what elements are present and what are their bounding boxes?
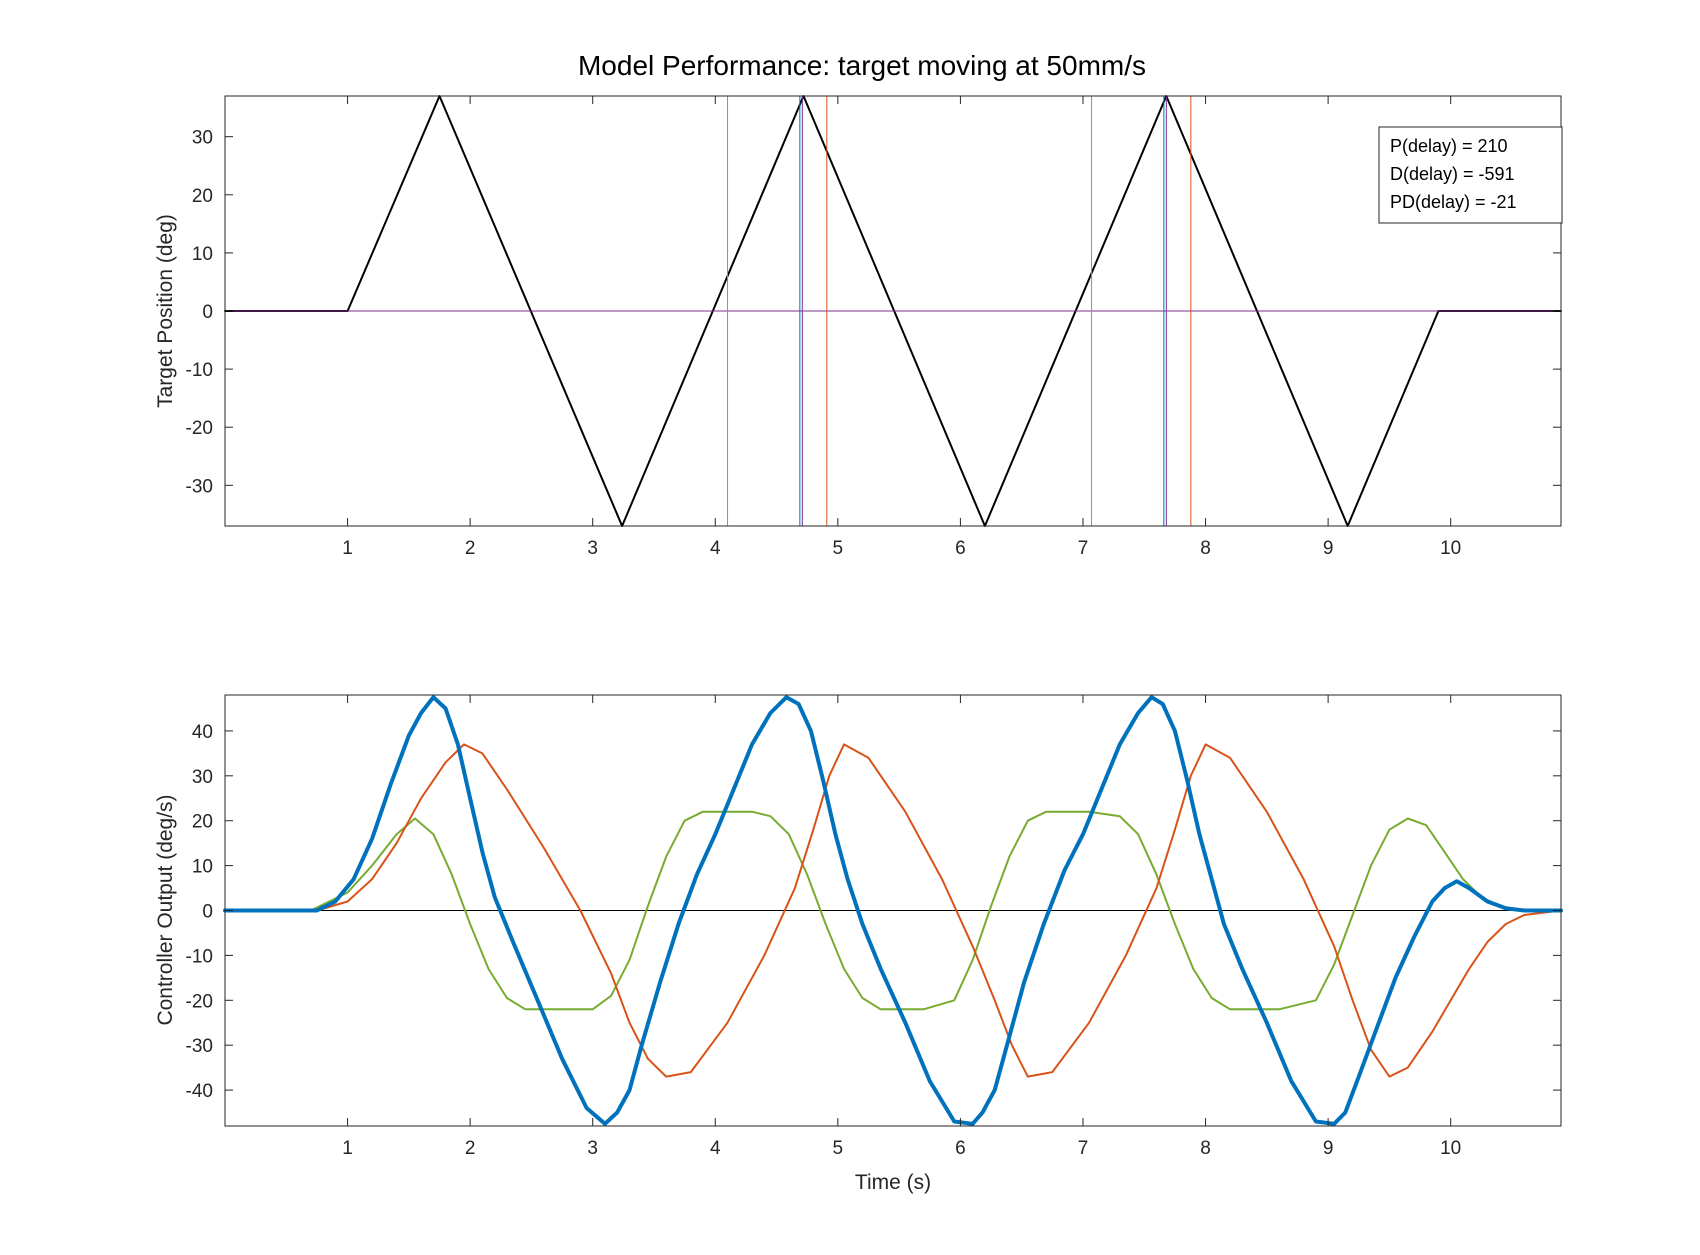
vline-layer-top: [727, 96, 1192, 526]
y-tick-label: 0: [202, 902, 213, 923]
y-tick-label: -10: [186, 360, 213, 381]
x-tick-label: 5: [833, 1138, 844, 1159]
y-tick-label: -30: [186, 1036, 213, 1057]
y-tick-label: -40: [186, 1081, 213, 1102]
x-tick-label: 1: [342, 1138, 353, 1159]
axes-bottom: 1 2 3 4 5 6 7 8 9 10 -40 -30 -20 -10 0 10 20 30 40 Control…: [154, 694, 1563, 1194]
x-tick-label: 3: [587, 1138, 598, 1159]
x-tick-label: 8: [1200, 538, 1211, 559]
series-line-bottom-3: [223, 695, 1563, 1126]
series-line-bottom-2: [224, 743, 1562, 1078]
y-tick-label: 20: [192, 812, 213, 833]
x-tick-label: 10: [1440, 538, 1461, 559]
x-tick-label: 7: [1078, 538, 1089, 559]
y-axis-label-top: Target Position (deg): [154, 214, 177, 408]
legend-box: P(delay) = 210 D(delay) = -591 PD(delay)…: [1378, 126, 1563, 224]
series-layer-top: [224, 95, 1562, 527]
legend-entry-d-delay: D(delay) = -591: [1390, 164, 1515, 184]
x-tick-label: 2: [465, 538, 476, 559]
y-tick-label: 20: [192, 186, 213, 207]
x-tick-label: 9: [1323, 1138, 1334, 1159]
x-axis-label-bottom: Time (s): [855, 1171, 931, 1194]
x-tick-label: 2: [465, 1138, 476, 1159]
y-tick-label: -20: [186, 991, 213, 1012]
x-tick-label: 6: [955, 1138, 966, 1159]
series-layer-bottom: [223, 695, 1563, 1126]
x-tick-label: 4: [710, 538, 721, 559]
y-tick-label: -30: [186, 476, 213, 497]
y-axis-label-bottom: Controller Output (deg/s): [154, 794, 177, 1025]
y-tick-label: -20: [186, 418, 213, 439]
y-tick-label: 10: [192, 244, 213, 265]
x-tick-label: 10: [1440, 1138, 1461, 1159]
tick-layer-bottom: 1 2 3 4 5 6 7 8 9 10 -40 -30 -20 -10 0 10 20 30 40: [186, 695, 1561, 1159]
y-tick-label: 40: [192, 722, 213, 743]
x-tick-label: 9: [1323, 538, 1334, 559]
x-tick-label: 5: [833, 538, 844, 559]
x-tick-label: 8: [1200, 1138, 1211, 1159]
series-line-bottom-1: [224, 810, 1562, 1011]
x-tick-label: 4: [710, 1138, 721, 1159]
legend-entry-p-delay: P(delay) = 210: [1390, 136, 1508, 156]
x-tick-label: 6: [955, 538, 966, 559]
x-tick-label: 1: [342, 538, 353, 559]
x-tick-label: 3: [587, 538, 598, 559]
y-tick-label: 30: [192, 128, 213, 149]
legend-frame: [1378, 126, 1563, 224]
axes-top: 1 2 3 4 5 6 7 8 9 10 -30 -20 -10 0 10 20 30 Target Posit…: [154, 95, 1563, 559]
y-tick-label: 10: [192, 857, 213, 878]
y-tick-label: 0: [202, 302, 213, 323]
y-tick-label: 30: [192, 767, 213, 788]
legend-entry-pd-delay: PD(delay) = -21: [1390, 192, 1517, 212]
tick-layer-top: 1 2 3 4 5 6 7 8 9 10 -30 -20 -10 0 10 20 30: [186, 96, 1561, 559]
y-tick-label: -10: [186, 946, 213, 967]
figure-title: Model Performance: target moving at 50mm…: [578, 50, 1146, 81]
x-tick-label: 7: [1078, 1138, 1089, 1159]
